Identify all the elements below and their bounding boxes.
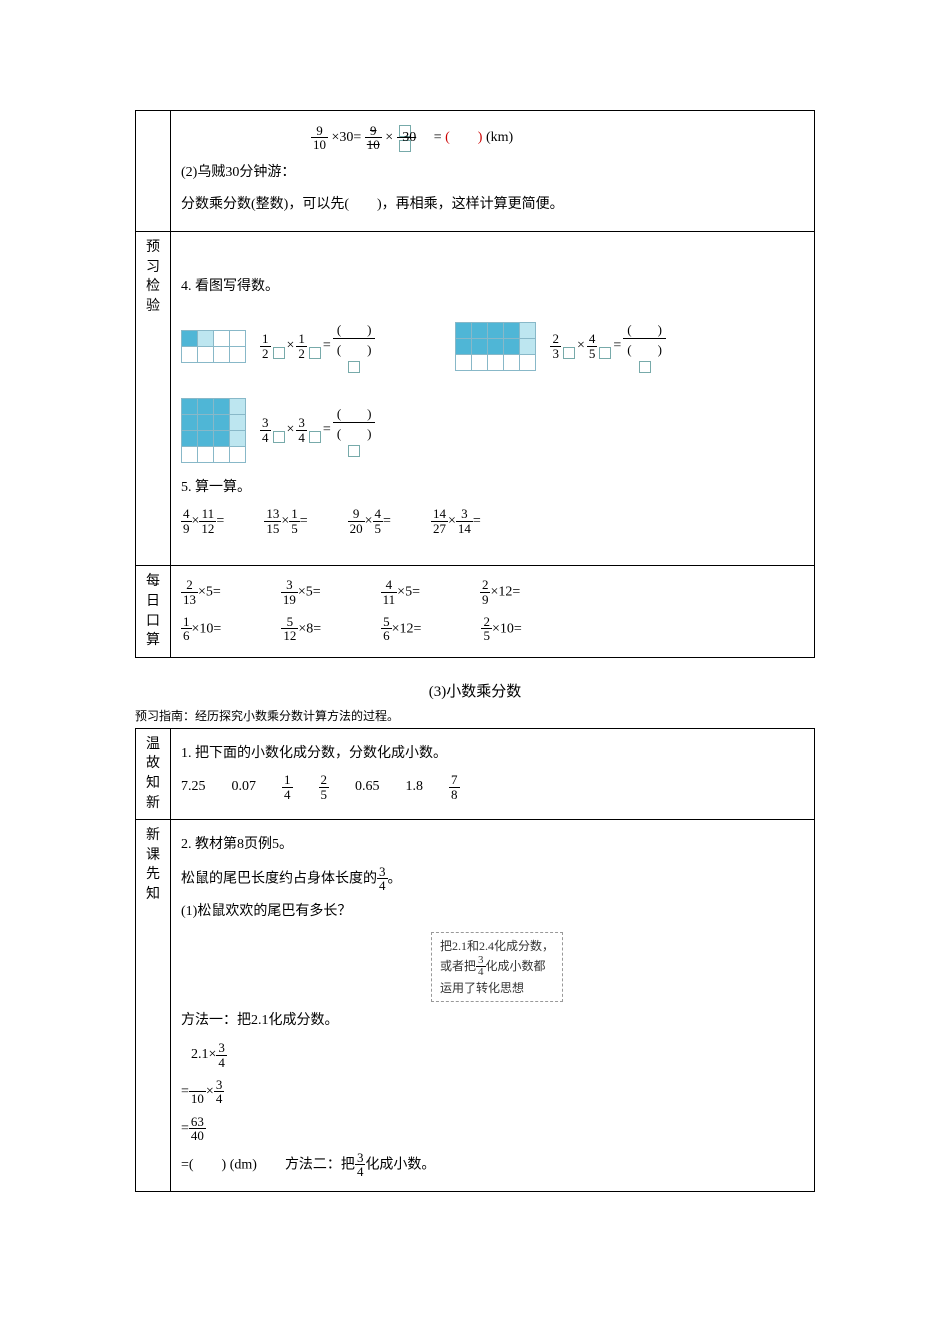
method2-label: 方法二：把 xyxy=(285,1157,355,1172)
thirty-strike: 30 xyxy=(402,130,416,145)
row5-content: 2. 教材第8页例5。 松鼠的尾巴长度约占身体长度的34。 (1)松鼠欢欢的尾巴… xyxy=(171,820,815,1192)
dashbox-tip: 把2.1和2.4化成分数， 或者把34化成小数都 运用了转化思想 xyxy=(431,932,563,1002)
method1-step2: = 10×34 xyxy=(181,1077,804,1108)
q2-title: 2. 教材第8页例5。 xyxy=(181,832,804,859)
grid-2 xyxy=(455,322,536,371)
row4-sidelabel: 温故知新 xyxy=(136,728,171,819)
q1-title: 1. 把下面的小数化成分数，分数化成小数。 xyxy=(181,741,804,768)
method2-suffix: 化成小数。 xyxy=(365,1157,435,1172)
q2-line2: 松鼠的尾巴长度约占身体长度的34。 xyxy=(181,865,804,893)
q5-row: 49×1112= 1315×15= 920×45= 1427×314= xyxy=(181,507,804,535)
fig-2-3x4-5: 23 × 45 = ( )( ) xyxy=(455,319,665,374)
row3-sidelabel: 每日口算 xyxy=(136,566,171,657)
q1-i2: 14 xyxy=(282,773,293,801)
worksheet-page: 910 ×30= 910 × 30 = ( ) (km) (2)乌贼30分钟 xyxy=(135,110,815,1192)
row1-content: 910 ×30= 910 × 30 = ( ) (km) (2)乌贼30分钟 xyxy=(171,111,815,232)
q5-title: 5. 算一算。 xyxy=(181,475,804,502)
q1-i4: 0.65 xyxy=(355,774,380,801)
method1-label: 方法一：把2.1化成分数。 xyxy=(181,1008,804,1035)
q1-i5: 1.8 xyxy=(406,774,424,801)
result-paren: ( ) xyxy=(445,130,482,145)
q1-i3: 25 xyxy=(319,773,330,801)
q4-title: 4. 看图写得数。 xyxy=(181,274,804,301)
fig-1-2x1-2: 12 × 12 = ( )( ) xyxy=(181,319,375,374)
grid-3 xyxy=(181,398,246,463)
method1-step4: =( ) (dm) xyxy=(181,1157,257,1172)
method1-step1: 2.1×34 xyxy=(181,1040,804,1071)
row5-sidelabel: 新课先知 xyxy=(136,820,171,1192)
grid-1 xyxy=(181,330,246,363)
eq-line1: 910 ×30= 910 × 30 = ( ) (km) xyxy=(181,123,804,154)
line3: 分数乘分数(整数)，可以先( )，再相乘，这样计算更简便。 xyxy=(181,192,804,219)
fig-3-4x3-4: 34 × 34 = ( )( ) xyxy=(181,398,804,463)
row3-content: 213×5= 319×5= 411×5= 29×12= 16×10= 512×8… xyxy=(171,566,815,657)
q1-i1: 0.07 xyxy=(232,774,257,801)
km-unit: (km) xyxy=(486,130,513,145)
section3-title: (3)小数乘分数 xyxy=(135,680,815,701)
frac-9-10-strike: 910 xyxy=(365,124,382,152)
times-symbol: × xyxy=(385,130,393,145)
table-2: 温故知新 1. 把下面的小数化成分数，分数化成小数。 7.25 0.07 14 … xyxy=(135,728,815,1192)
table-1: 910 ×30= 910 × 30 = ( ) (km) (2)乌贼30分钟 xyxy=(135,110,815,658)
line2: (2)乌贼30分钟游： xyxy=(181,160,804,187)
method1-step3: =6340 xyxy=(181,1114,804,1145)
row1-sidelabel xyxy=(136,111,171,232)
q2-line3: (1)松鼠欢欢的尾巴有多长？ xyxy=(181,899,804,926)
times-30: ×30= xyxy=(332,130,362,145)
method1-step4-line: =( ) (dm) 方法二：把34化成小数。 xyxy=(181,1151,804,1179)
row4-content: 1. 把下面的小数化成分数，分数化成小数。 7.25 0.07 14 25 0.… xyxy=(171,728,815,819)
section3-sub: 预习指南：经历探究小数乘分数计算方法的过程。 xyxy=(135,707,815,724)
q1-i6: 78 xyxy=(449,773,460,801)
q1-i0: 7.25 xyxy=(181,774,206,801)
row2-content: 4. 看图写得数。 12 × 12 xyxy=(171,231,815,565)
equals-sign: = xyxy=(434,130,442,145)
frac-9-10: 910 xyxy=(311,124,328,152)
row2-sidelabel: 预习检验 xyxy=(136,231,171,565)
